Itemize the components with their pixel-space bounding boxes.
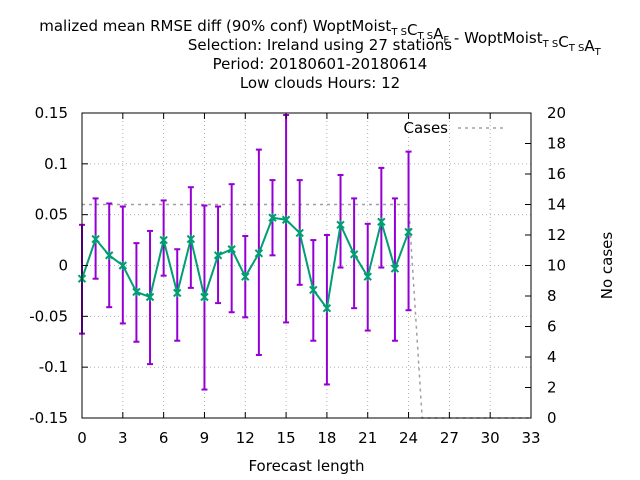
x-axis-label: Forecast length [248,457,364,475]
y-tick-label: 0 [58,257,68,275]
data-point [241,272,250,282]
x-tick-label: 9 [200,429,210,447]
data-point [200,292,209,302]
data-point [145,292,155,302]
data-point [322,303,332,313]
y2-tick-label: 6 [547,318,557,336]
y-tick-label: 0.05 [35,206,68,224]
data-point [336,220,345,230]
y2-tick-label: 16 [547,165,566,183]
x-tick-label: 12 [236,429,255,447]
x-tick-label: 15 [277,429,296,447]
data-point [91,234,100,244]
title-line: Period: 20180601-20180614 [213,55,428,73]
y2-tick-label: 2 [547,379,557,397]
x-tick-label: 21 [358,429,377,447]
y2-tick-label: 12 [547,226,566,244]
data-point [213,250,223,260]
data-point [227,244,236,254]
data-point [295,228,304,238]
x-tick-label: 6 [159,429,169,447]
x-tick-label: 30 [481,429,500,447]
data-point [254,248,264,258]
legend-label-cases: Cases [403,119,448,137]
x-tick-label: 18 [317,429,336,447]
errorbar-series [79,114,412,391]
data-point [390,264,400,274]
data-point [349,249,359,259]
y2-axis-label: No cases [598,232,616,300]
y2-tick-label: 4 [547,348,557,366]
data-point [309,285,318,295]
y-tick-label: -0.1 [39,358,68,376]
legend: Cases [403,119,506,137]
x-tick-label: 0 [77,429,87,447]
x-tick-label: 33 [521,429,540,447]
data-point [118,261,128,270]
data-point [186,234,196,244]
data-point [268,213,277,223]
x-tick-label: 3 [118,429,128,447]
mean-line-series [77,213,413,313]
y-tick-label: -0.15 [29,409,68,427]
x-tick-label: 24 [399,429,418,447]
y2-tick-label: 8 [547,287,557,305]
y-tick-label: -0.05 [29,307,68,325]
x-tick-label: 27 [440,429,459,447]
y-tick-label: 0.15 [35,104,68,122]
title-line: Selection: Ireland using 27 stations [188,36,452,54]
data-point [132,287,141,297]
y2-tick-label: 14 [547,196,566,214]
chart-title: malized mean RMSE diff (90% conf) WoptMo… [39,17,601,92]
data-point [281,215,291,225]
data-point [363,272,372,282]
data-point [159,235,168,245]
axis-ticks: 0 3 6 9 12 15 18 21 24 27 30 33-0.15-0.1-0.0500.050… [29,104,566,447]
title-line: Low clouds Hours: 12 [240,74,400,92]
data-point [404,227,413,237]
data-point [377,217,386,227]
y-tick-label: 0.1 [44,155,68,173]
y2-tick-label: 10 [547,257,566,275]
data-point [105,250,114,260]
y2-tick-label: 20 [547,104,566,122]
y2-tick-label: 18 [547,135,566,153]
y2-tick-label: 0 [547,409,557,427]
data-point [173,288,182,298]
title-line: malized mean RMSE diff (90% conf) WoptMo… [39,17,601,58]
